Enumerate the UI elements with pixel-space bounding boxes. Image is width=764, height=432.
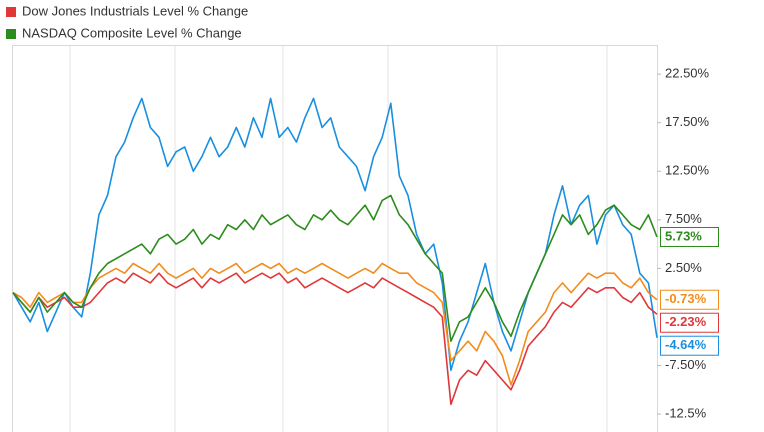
y-tick-label: 12.50% <box>665 163 710 178</box>
vertical-grid <box>69 46 608 432</box>
series-line <box>12 97 658 372</box>
end-label-box <box>660 335 719 356</box>
legend-label: Dow Jones Industrials Level % Change <box>22 3 248 18</box>
series-line <box>12 272 658 406</box>
end-label: 5.73% <box>665 228 702 243</box>
legend-label: NASDAQ Composite Level % Change <box>22 25 242 40</box>
y-tick-label: -12.5% <box>665 405 707 420</box>
series-line <box>12 262 658 386</box>
end-label-box <box>660 226 719 247</box>
y-tick-label: 22.50% <box>665 66 710 81</box>
end-label: -4.64% <box>665 337 707 352</box>
end-label: -2.23% <box>665 314 707 329</box>
legend-swatch <box>6 29 16 39</box>
legend-swatch <box>6 7 16 17</box>
y-tick-label: -7.50% <box>665 357 707 372</box>
y-tick-label: 2.50% <box>665 260 702 275</box>
plot-frame <box>12 45 658 432</box>
y-tick-label: 7.50% <box>665 211 702 226</box>
end-label: -0.73% <box>665 291 707 306</box>
end-label-box <box>660 312 719 333</box>
y-tick-label: 17.50% <box>665 114 710 129</box>
end-label-box <box>660 289 719 310</box>
series-line <box>12 194 658 342</box>
